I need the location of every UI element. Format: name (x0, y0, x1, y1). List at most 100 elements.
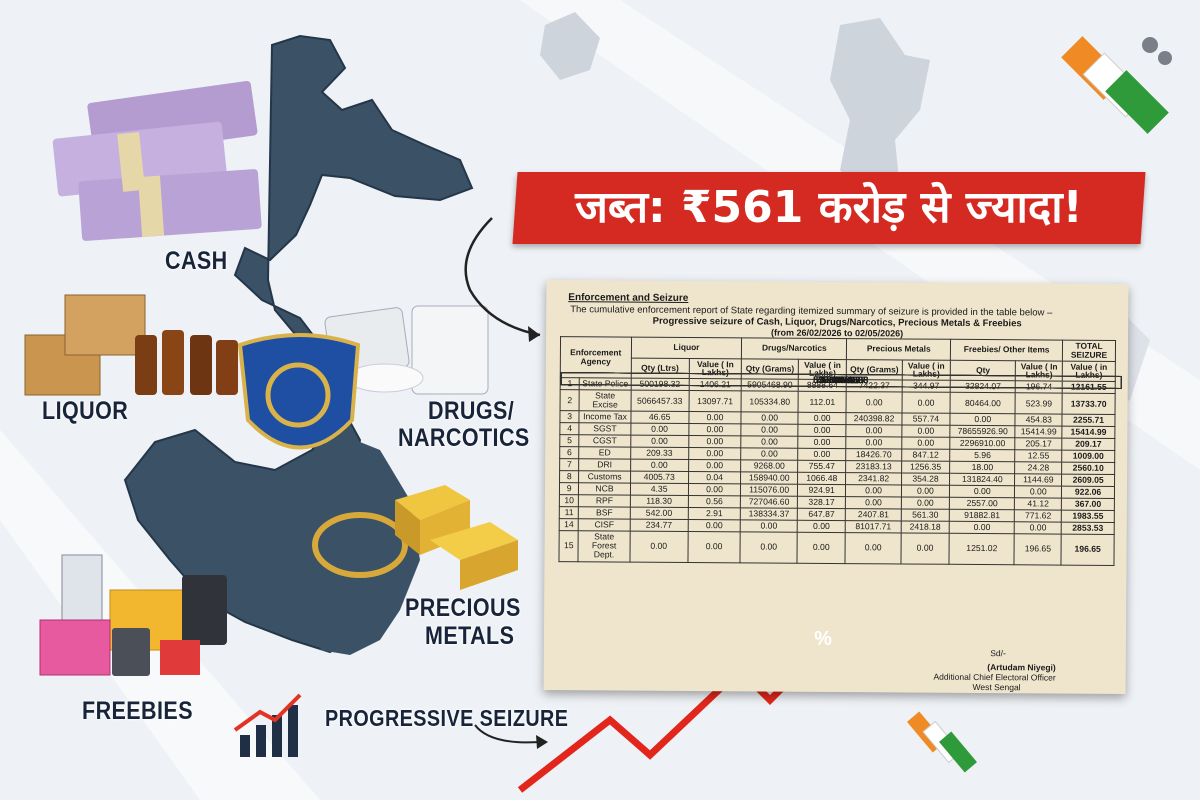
table-cell: 0.00 (797, 424, 847, 437)
narcotics-label: NARCOTICS (398, 424, 530, 452)
table-cell: 158940.00 (740, 472, 798, 485)
table-cell: 0.00 (949, 521, 1015, 535)
table-cell: 13733.70 (1062, 393, 1116, 415)
table-cell: 1251.02 (949, 533, 1015, 565)
table-cell: 847.12 (901, 449, 950, 462)
table-cell: NCB (578, 483, 631, 496)
table-cell: 2 (560, 389, 580, 412)
table-cell: 0.00 (1014, 486, 1062, 499)
gold-bar (430, 522, 518, 560)
drugs-label: DRUGS/ (428, 397, 515, 425)
bottle (216, 340, 238, 395)
box (64, 294, 146, 356)
table-cell: 0.00 (740, 520, 798, 533)
table-cell: 7 (559, 458, 580, 472)
table-cell: 0.00 (741, 448, 798, 461)
table-cell: 80464.00 (950, 392, 1016, 415)
logo-dot (1158, 51, 1172, 65)
signature-sd: Sd/- (990, 648, 1006, 659)
metals-label: METALS (425, 622, 515, 650)
table-cell: 9 (559, 482, 579, 496)
table-cell: 46.65 (630, 411, 689, 424)
table-cell: State Excise (579, 389, 631, 412)
table-cell: 647.87 (797, 508, 846, 522)
percent-sign: % (814, 628, 832, 650)
table-cell: 0.00 (740, 532, 798, 563)
table-cell: 11 (559, 506, 579, 520)
table-cell: 924.91 (797, 484, 846, 497)
cash-band (137, 175, 165, 238)
table-cell: 1144.69 (1014, 474, 1062, 487)
table-cell: 367.00 (1061, 498, 1115, 511)
table-cell: 209.17 (1061, 438, 1115, 451)
table-cell: 24.28 (1015, 462, 1062, 475)
precious-label: PRECIOUS (405, 594, 521, 622)
table-cell: 0.00 (630, 459, 689, 472)
cash-image (52, 80, 262, 241)
table-cell: 209.33 (630, 447, 689, 460)
icon-arrow (233, 693, 302, 732)
table-cell: 2418.18 (900, 521, 950, 534)
election-logo (1061, 36, 1172, 134)
logo-stripe (939, 731, 977, 773)
table-cell: SGST (579, 423, 631, 436)
state-map (320, 430, 420, 655)
table-cell: 727046.60 (740, 496, 798, 509)
table-cell: 0.00 (901, 485, 950, 498)
table-cell: 0.00 (741, 412, 799, 425)
appliance (112, 628, 150, 676)
table-cell: 0.00 (950, 413, 1016, 427)
table-cell: 0.00 (846, 436, 902, 450)
table-cell: 131824.40 (949, 473, 1016, 487)
table-cell: 14 (559, 519, 579, 532)
connector-arrow (474, 724, 541, 744)
table-cell: 8 (559, 470, 580, 484)
arrow-head (536, 735, 548, 749)
police-badge (237, 333, 361, 450)
cash-band (117, 131, 146, 192)
table-cell: 2.91 (688, 507, 741, 521)
icon-bar (256, 725, 266, 757)
table-cell: 91882.81 (949, 509, 1015, 523)
table-cell: 6 (559, 446, 580, 460)
table-cell: 0.00 (688, 459, 742, 473)
table-cell: 2609.05 (1061, 474, 1115, 487)
table-cell: RPF (578, 495, 631, 508)
progressive-label: PROGRESSIVE SEIZURE (325, 705, 569, 731)
table-cell: 354.28 (901, 473, 950, 486)
table-cell: 138334.37 (740, 508, 798, 521)
header-cell: Drugs/Narcotics (741, 337, 847, 360)
table-cell: 10 (559, 494, 579, 508)
icon-bar (240, 735, 250, 757)
table-cell: 4 (559, 422, 580, 436)
table-cell: State Forest Dept. (578, 531, 630, 562)
table-cell: 13097.71 (688, 390, 742, 413)
table-cell: 1009.00 (1061, 450, 1115, 463)
table-cell: 78655926.90 (950, 425, 1016, 439)
table-cell: 15414.99 (1015, 426, 1063, 439)
shield (237, 333, 361, 450)
table-cell: 0.00 (687, 531, 741, 563)
headline: जब्त: ₹561 करोड़ से ज्यादा! (575, 182, 1083, 233)
table-cell: 0.00 (688, 447, 742, 461)
table-cell: 0.00 (846, 424, 902, 438)
table-cell: 0.00 (846, 391, 902, 414)
cash-bundle (78, 169, 262, 241)
jewellery (312, 512, 408, 578)
table-cell: 18.00 (949, 461, 1016, 475)
powder (346, 363, 424, 393)
table-cell: 0.00 (900, 533, 950, 564)
doc-heading: Enforcement and Seizure (568, 292, 689, 304)
table-cell: 5 (559, 434, 580, 448)
arrow-head (528, 326, 540, 342)
table-cell: 0.00 (688, 435, 742, 449)
gold-bar (395, 485, 470, 520)
table-cell: Income Tax (579, 411, 631, 424)
table-cell: 196.65 (1061, 534, 1115, 565)
logo-stripe (1105, 70, 1169, 134)
table-cell: 2557.00 (949, 497, 1015, 511)
table-cell: 5066457.33 (630, 390, 689, 412)
gold-bar (460, 540, 518, 590)
table-cell: 196.65 (1014, 534, 1062, 565)
table-cell: 0.00 (630, 435, 689, 448)
